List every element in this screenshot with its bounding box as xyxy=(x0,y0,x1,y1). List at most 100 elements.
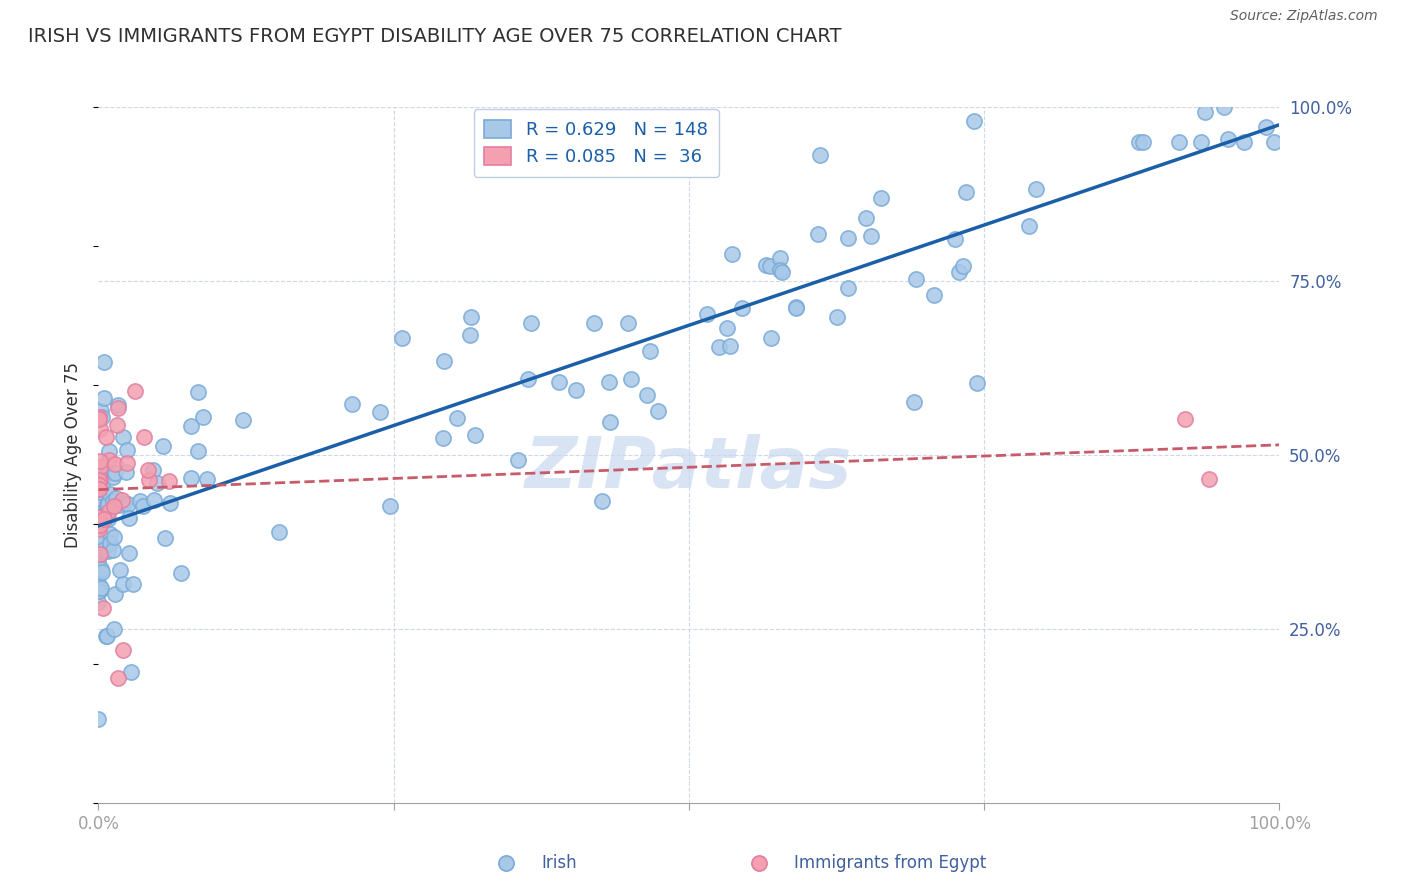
Point xyxy=(93,511,115,525)
Point xyxy=(94,629,117,643)
Point xyxy=(195,472,218,486)
Point xyxy=(905,272,928,286)
Point xyxy=(118,546,141,560)
Point xyxy=(1189,135,1212,149)
Point xyxy=(89,508,111,523)
Point xyxy=(520,316,543,330)
Point xyxy=(87,411,110,425)
Point xyxy=(87,595,110,609)
Point xyxy=(495,856,517,871)
Point xyxy=(89,460,111,475)
Point xyxy=(98,444,121,458)
Point xyxy=(591,494,613,508)
Point xyxy=(101,494,124,508)
Point xyxy=(837,281,859,295)
Point xyxy=(87,410,110,425)
Point xyxy=(922,288,945,302)
Point xyxy=(267,524,290,539)
Point xyxy=(170,566,193,581)
Point xyxy=(636,388,658,402)
Point xyxy=(785,300,807,314)
Point xyxy=(142,463,165,477)
Point xyxy=(94,513,117,527)
Point xyxy=(89,514,111,528)
Point xyxy=(547,375,569,389)
Point xyxy=(87,712,110,726)
Point xyxy=(132,430,155,444)
Point xyxy=(187,385,209,400)
Point xyxy=(93,355,115,369)
Point xyxy=(91,543,114,558)
Point xyxy=(191,409,214,424)
Point xyxy=(955,185,977,199)
Point xyxy=(132,499,155,513)
Text: Immigrants from Egypt: Immigrants from Egypt xyxy=(794,855,987,872)
Point xyxy=(117,442,139,457)
Point xyxy=(104,457,127,471)
Point xyxy=(87,483,110,497)
Point xyxy=(118,511,141,525)
Legend: R = 0.629   N = 148, R = 0.085   N =  36: R = 0.629 N = 148, R = 0.085 N = 36 xyxy=(474,109,718,177)
Point xyxy=(232,413,254,427)
Point xyxy=(770,264,793,278)
Point xyxy=(111,577,134,591)
Point xyxy=(647,404,669,418)
Point xyxy=(107,671,129,685)
Point xyxy=(731,301,754,315)
Point xyxy=(433,353,456,368)
Point xyxy=(98,527,121,541)
Point xyxy=(963,114,986,128)
Point xyxy=(103,469,125,483)
Point xyxy=(108,498,131,512)
Point xyxy=(87,545,110,559)
Point xyxy=(837,231,859,245)
Point xyxy=(87,583,110,598)
Point xyxy=(180,471,202,485)
Point xyxy=(378,500,401,514)
Point xyxy=(112,430,135,444)
Point xyxy=(759,330,782,344)
Point xyxy=(1233,135,1256,149)
Point xyxy=(187,444,209,458)
Point xyxy=(446,410,468,425)
Point xyxy=(105,418,128,433)
Point xyxy=(508,452,530,467)
Point xyxy=(617,316,640,330)
Point xyxy=(98,487,121,501)
Point xyxy=(1263,135,1285,149)
Point xyxy=(136,463,159,477)
Point xyxy=(87,541,110,556)
Point xyxy=(97,544,120,558)
Point xyxy=(138,473,160,487)
Text: ZIPatlas: ZIPatlas xyxy=(526,434,852,503)
Point xyxy=(87,473,110,487)
Point xyxy=(1128,135,1150,149)
Point xyxy=(142,492,165,507)
Point xyxy=(97,504,120,518)
Point xyxy=(598,375,620,389)
Point xyxy=(755,258,778,272)
Point xyxy=(759,259,782,273)
Point xyxy=(122,577,145,591)
Point xyxy=(859,228,882,243)
Point xyxy=(91,459,114,474)
Point xyxy=(87,507,110,521)
Point xyxy=(785,301,807,316)
Point xyxy=(1167,135,1189,149)
Point xyxy=(903,394,925,409)
Point xyxy=(89,510,111,524)
Point xyxy=(89,547,111,561)
Point xyxy=(96,506,118,520)
Point xyxy=(943,232,966,246)
Point xyxy=(91,535,114,549)
Point xyxy=(89,482,111,496)
Point xyxy=(599,415,621,429)
Point xyxy=(91,479,114,493)
Point xyxy=(94,430,117,444)
Point xyxy=(87,578,110,592)
Point xyxy=(103,530,125,544)
Point xyxy=(391,331,413,345)
Point xyxy=(87,510,110,524)
Point xyxy=(115,456,138,470)
Point xyxy=(87,554,110,568)
